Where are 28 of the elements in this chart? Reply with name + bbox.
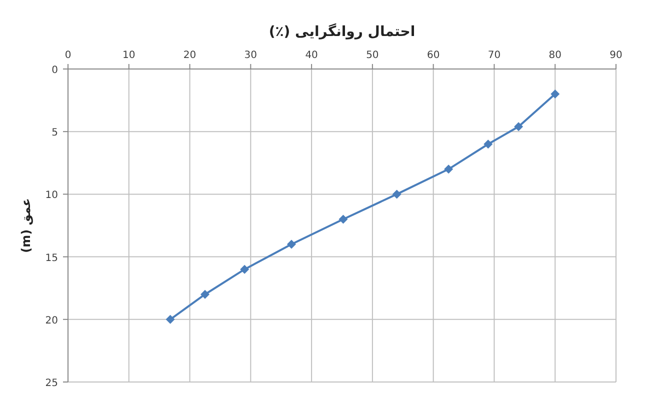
point — [514, 122, 524, 132]
chart-title: احتمال روانگرایی (٪) — [268, 23, 416, 40]
point — [286, 240, 296, 249]
y-tick-label: 10 — [45, 190, 58, 202]
x-tick-label: 50 — [366, 50, 379, 61]
point — [444, 164, 454, 174]
point — [484, 140, 493, 149]
point — [392, 190, 402, 199]
x-tick-label: 20 — [183, 50, 196, 61]
y-tick-label: 0 — [52, 65, 58, 76]
x-tick-label: 30 — [244, 50, 258, 61]
y-tick-label: 15 — [45, 252, 58, 264]
x-tick-label: 60 — [426, 50, 440, 61]
x-tick-label: 90 — [610, 50, 622, 61]
x-tick-label: 70 — [488, 50, 501, 61]
y-axis-title: عمق (m) — [19, 198, 33, 253]
point — [166, 314, 175, 324]
point — [338, 214, 348, 224]
y-tick-label: 5 — [52, 128, 58, 139]
x-tick-label: 80 — [548, 50, 562, 61]
y-tick-label: 20 — [45, 315, 58, 326]
point — [240, 264, 250, 274]
y-tick-label: 25 — [45, 378, 58, 389]
x-tick-label: 0 — [64, 50, 72, 61]
point — [200, 290, 210, 299]
point — [550, 90, 560, 99]
x-tick-label: 40 — [305, 50, 318, 61]
x-tick-label: 10 — [122, 50, 136, 61]
